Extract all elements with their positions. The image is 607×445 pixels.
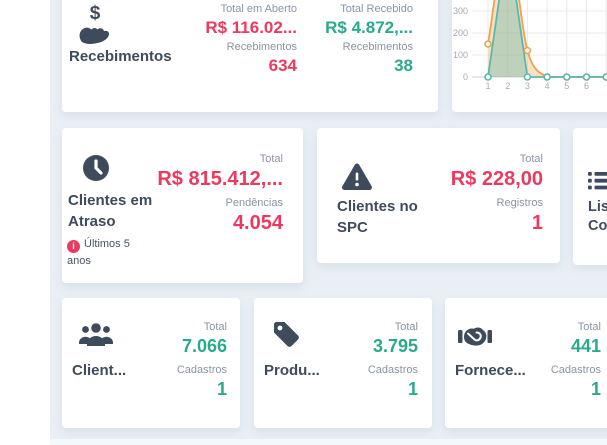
stat-label: Pendências [225,197,284,209]
stat-value: 441 [570,336,601,356]
card-note: Últimos 5 anos [67,236,153,269]
stat-value: 1 [216,379,227,399]
stat-value: R$ 116.02... [205,18,297,37]
stat-label: Total Recebido [340,3,413,15]
stat-value: 1 [590,379,601,399]
stat-value: 1 [407,379,418,399]
card-chart[interactable]: 1 2 3 4 5 6 0 100 200 300 [452,0,607,112]
card-produtos[interactable]: Produ... Total 3.795 Cadastros 1 [254,298,432,428]
svg-text:3: 3 [525,81,530,91]
stat-label: Cadastros [176,364,227,376]
stat-column: Total R$ 815.412,... Pendências 4.054 [157,152,283,236]
stat-label: Total [519,153,543,165]
card-clientes-no-spc[interactable]: Clientes no SPC Total R$ 228,00 Registro… [317,128,560,263]
stat-value: R$ 4.872,... [325,18,413,37]
area-chart: 1 2 3 4 5 6 0 100 200 300 [453,0,607,91]
handshake-icon [458,327,492,346]
stat-label: Total [259,153,283,165]
svg-text:5: 5 [564,81,569,91]
svg-text:100: 100 [453,50,468,60]
card-title: Produ... [264,362,320,379]
hand-holding-dollar-icon: $ [79,3,110,44]
footer-strip [50,439,607,445]
card-clientes-em-atraso[interactable]: Clientes em Atraso Últimos 5 anos Total … [62,128,303,283]
svg-text:2: 2 [505,81,510,91]
card-title: Clientes no SPC [337,198,418,236]
card-title: Lis Co [588,198,607,236]
card-partial-right[interactable]: Lis Co [573,128,607,265]
tag-icon [274,322,299,347]
stat-value: 1 [531,212,543,234]
stat-column: Total 441 Cadastros 1 [551,320,601,402]
stat-column-aberto: Total em Aberto R$ 116.02... Recebimento… [205,2,297,78]
svg-text:1: 1 [485,81,490,91]
stat-value: 4.054 [232,212,283,234]
clock-icon [83,155,109,181]
stat-label: Recebimentos [342,41,413,53]
card-title: Fornece... [455,362,526,379]
stat-value: R$ 815.412,... [157,168,283,190]
stat-label: Total em Aberto [220,3,297,15]
warning-triangle-icon [342,163,372,190]
svg-text:300: 300 [453,6,468,16]
stat-label: Total [577,321,601,333]
stat-column: Total 3.795 Cadastros 1 [368,320,418,402]
stat-label: Total [394,321,418,333]
stat-label: Total [203,321,227,333]
stat-label: Cadastros [550,364,601,376]
svg-text:200: 200 [453,28,468,38]
svg-text:6: 6 [584,81,589,91]
stat-label: Cadastros [367,364,418,376]
stat-value: 7.066 [181,336,227,356]
stat-column: Total 7.066 Cadastros 1 [177,320,227,402]
stat-value: 38 [394,56,413,75]
card-recebimentos[interactable]: $ Recebimentos Total em Aberto R$ 116.02… [62,0,438,112]
card-title: Client... [72,362,127,379]
title-line-1: Lis [588,199,607,215]
stat-value: 634 [268,56,297,75]
svg-text:4: 4 [545,81,550,91]
card-title: Recebimentos [69,48,172,65]
dollar-glyph: $ [90,3,101,24]
card-title: Clientes em Atraso [68,192,153,230]
stat-column-recebido: Total Recebido R$ 4.872,... Recebimentos… [325,2,413,78]
note-text: Últimos 5 anos [67,238,130,267]
card-fornecedores[interactable]: Fornece... Total 441 Cadastros 1 [445,298,607,428]
list-icon [588,172,607,190]
stat-value: 3.795 [372,336,418,356]
stat-column: Total R$ 228,00 Registros 1 [451,152,543,236]
card-clientes[interactable]: Client... Total 7.066 Cadastros 1 [62,298,240,428]
stat-label: Registros [496,197,543,209]
users-icon [79,323,113,346]
svg-text:0: 0 [463,72,468,82]
title-line-2: Co [588,218,607,234]
info-icon [67,240,80,253]
stat-label: Recebimentos [226,41,297,53]
stat-value: R$ 228,00 [450,168,543,190]
